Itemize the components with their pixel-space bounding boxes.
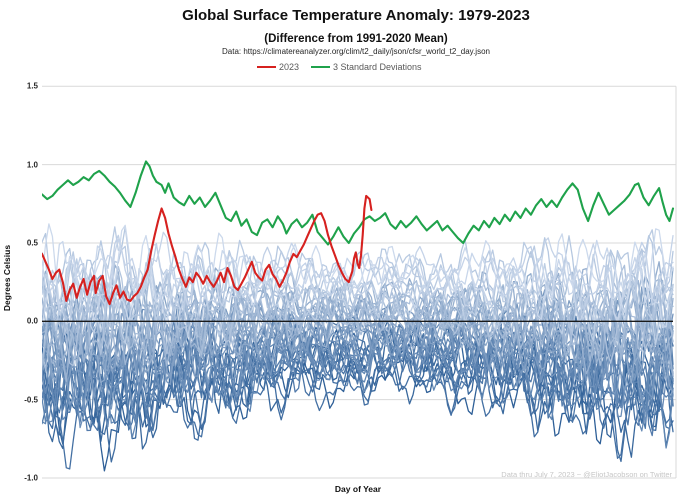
chart-subtitle: (Difference from 1991-2020 Mean) [264,33,448,45]
legend-3sd-label: 3 Standard Deviations [333,62,422,72]
year-line-2019 [42,234,674,325]
year-line-2007 [42,261,674,361]
y-tick-label: -1.0 [24,474,38,483]
y-axis: 1.5 1.0 0.5 0.0 -0.5 -1.0 Degrees Celsiu… [2,82,39,483]
year-line-2016 [42,226,674,322]
legend-2023-label: 2023 [279,62,299,72]
year-line-2011 [42,272,674,371]
x-axis-title: Day of Year [335,484,382,494]
y-tick-label: 0.0 [27,317,39,326]
data-source-url: Data: https://climatereanalyzer.org/clim… [222,47,490,56]
series-line-2023 [42,194,373,306]
year-line-1989 [42,319,674,437]
year-line-1991 [42,312,674,420]
y-tick-label: 0.5 [27,239,39,248]
year-line-2022 [42,223,674,313]
series-line-3sd [42,160,675,246]
chart-header: Global Surface Temperature Anomaly: 1979… [182,7,530,56]
year-line-1979 [42,344,674,472]
watermark: Data thru July 7, 2023 ~ @EliotJacobson … [501,470,672,479]
plot-area [42,160,675,472]
y-tick-label: 1.5 [27,82,39,91]
y-tick-label: 1.0 [27,161,39,170]
chart-title: Global Surface Temperature Anomaly: 1979… [182,7,530,24]
year-line-2002 [42,285,674,394]
y-tick-label: -0.5 [24,396,38,405]
year-line-1994 [42,317,674,432]
year-line-1987 [42,324,674,431]
y-axis-title: Degrees Celsius [2,245,12,311]
year-line-1996 [42,318,674,429]
legend: 2023 3 Standard Deviations [257,62,422,72]
